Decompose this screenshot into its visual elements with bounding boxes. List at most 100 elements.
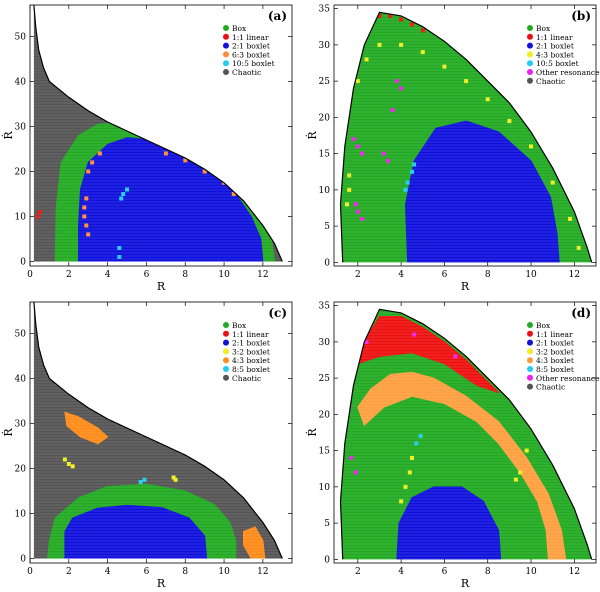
y-tick-label: 0 [20,258,26,268]
y-tick-label: 0 [324,555,330,565]
data-point [388,13,393,18]
x-tick-label: 4 [105,270,111,280]
legend-label: 4:3 boxlet [536,356,574,365]
legend-label: Chaotic [536,383,565,392]
data-point [410,169,414,174]
data-point [377,42,382,47]
x-tick-label: 4 [105,567,111,577]
y-tick-label: 30 [15,420,27,430]
x-tick-label: 2 [66,567,72,577]
data-point [414,441,419,446]
data-point [390,108,395,113]
legend-marker [527,357,533,364]
legend-label: 3:2 boxlet [232,347,270,356]
x-tick-label: 10 [525,270,537,280]
panel-label: (c) [268,306,287,320]
x-tick-label: 6 [144,270,150,280]
data-point [163,151,168,156]
data-point [403,484,408,489]
data-point [412,162,417,167]
data-point [171,475,176,480]
x-axis-label: R [157,280,166,293]
data-point [381,151,386,156]
panel-label: (b) [571,9,591,23]
region-2-1-boxlet [396,486,502,560]
region-4-3-boxlet [357,371,567,560]
legend-marker [223,322,229,328]
x-tick-label: 0 [27,270,33,280]
legend-label: 1:1 linear [232,330,269,339]
legend-marker [527,383,533,390]
y-tick-label: 5 [324,519,330,529]
x-tick-label: 8 [485,567,491,577]
y-tick-label: 10 [15,213,27,223]
x-tick-label: 6 [442,270,448,280]
data-point [37,210,42,214]
data-point [353,470,358,475]
data-point [485,97,490,102]
legend-marker [223,339,229,346]
y-tick-label: 40 [15,78,27,88]
legend-label: 2:1 boxlet [232,42,270,51]
data-point [513,477,518,482]
data-point [360,216,365,221]
legend-marker [223,374,229,381]
legend-label: 8:5 boxlet [232,365,270,374]
legend-label: Other resonances [536,374,600,383]
y-tick-label: 15 [319,150,331,160]
data-point [125,187,129,192]
data-point [410,455,414,460]
zero-velocity-curve [33,301,283,559]
legend-label: 10:5 boxlet [536,59,579,68]
data-point [403,187,408,192]
data-point [138,480,143,484]
legend-label: 6:3 boxlet [232,50,270,59]
panel-label: (d) [571,306,591,320]
data-point [399,42,404,47]
zero-velocity-curve [33,4,283,262]
data-point [82,214,87,219]
y-tick-label: 30 [319,338,331,348]
y-axis-label: Ṙ [305,428,319,437]
legend-marker [223,60,229,67]
data-point [420,50,425,55]
orbit-texture [340,309,592,560]
data-point [351,137,356,142]
orbit-domain [340,309,592,560]
y-tick-label: 20 [15,168,27,178]
data-point [82,205,87,210]
x-tick-label: 6 [442,567,448,577]
data-point [121,192,126,196]
y-tick-label: 0 [20,555,26,565]
y-axis-label: Ṙ [1,428,15,437]
legend-marker [527,374,533,381]
data-point [420,28,425,33]
x-axis-label: R [157,577,166,590]
data-point [568,216,572,221]
data-point [345,202,349,207]
legend-marker [527,33,533,40]
data-point [97,151,102,156]
legend-label: 10:5 boxlet [232,59,275,68]
legend-label: Box [232,24,247,33]
y-tick-label: 30 [15,123,27,133]
legend-marker [223,330,229,337]
legend-marker [223,69,229,75]
legend-marker [223,42,229,49]
data-point [412,332,417,337]
data-point [364,339,369,344]
legend-marker [527,366,533,372]
data-point [529,144,533,149]
y-tick-label: 50 [15,330,27,340]
x-tick-label: 4 [398,270,404,280]
data-point [86,232,91,237]
data-point [418,434,423,439]
legend-marker [223,357,229,364]
legend-label: Other resonances [536,68,600,77]
data-point [173,477,178,482]
data-point [142,477,147,482]
